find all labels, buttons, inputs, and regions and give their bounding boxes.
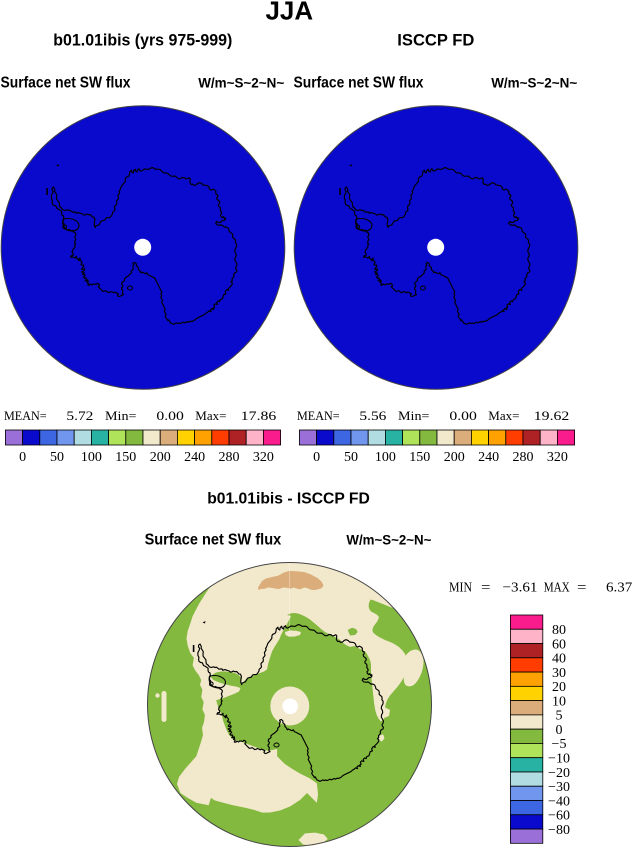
svg-text:Surface net SW flux: Surface net SW flux (294, 75, 424, 92)
svg-text:−30: −30 (548, 780, 570, 795)
svg-text:Max=: Max= (488, 409, 519, 423)
svg-text:MAX: MAX (544, 581, 570, 596)
svg-text:b01.01ibis - ISCCP FD: b01.01ibis - ISCCP FD (207, 491, 370, 508)
svg-text:20: 20 (552, 680, 566, 695)
svg-text:280: 280 (219, 450, 240, 465)
svg-text:b01.01ibis (yrs 975-999): b01.01ibis (yrs 975-999) (53, 31, 232, 50)
svg-text:5: 5 (556, 709, 563, 724)
svg-text:10: 10 (552, 694, 566, 709)
svg-text:Surface net SW flux: Surface net SW flux (1, 75, 131, 92)
svg-text:−10: −10 (548, 752, 570, 767)
svg-text:−3.61: −3.61 (503, 581, 538, 596)
svg-text:Max=: Max= (195, 409, 226, 423)
svg-text:=: = (481, 581, 491, 596)
svg-text:240: 240 (478, 450, 499, 465)
svg-text:200: 200 (444, 450, 465, 465)
svg-text:JJA: JJA (266, 0, 314, 26)
svg-text:−80: −80 (548, 823, 570, 838)
svg-text:Surface net SW flux: Surface net SW flux (145, 532, 282, 549)
svg-text:80: 80 (552, 623, 566, 638)
svg-text:0.00: 0.00 (156, 409, 184, 423)
svg-text:30: 30 (552, 666, 566, 681)
svg-text:−40: −40 (548, 794, 570, 809)
svg-text:320: 320 (547, 450, 568, 465)
svg-text:240: 240 (184, 450, 205, 465)
svg-text:40: 40 (552, 652, 566, 667)
svg-text:W/m~S~2~N~: W/m~S~2~N~ (346, 532, 431, 548)
svg-text:W/m~S~2~N~: W/m~S~2~N~ (491, 75, 577, 91)
svg-text:0.00: 0.00 (449, 409, 477, 423)
svg-text:0: 0 (556, 723, 563, 738)
svg-text:50: 50 (344, 450, 358, 465)
svg-text:Min=: Min= (105, 409, 137, 423)
svg-text:MIN: MIN (449, 581, 472, 596)
svg-text:200: 200 (150, 450, 171, 465)
svg-text:−60: −60 (548, 809, 570, 824)
svg-text:5.56: 5.56 (359, 409, 386, 423)
svg-text:6.37: 6.37 (606, 581, 632, 596)
svg-text:Min=: Min= (398, 409, 430, 423)
svg-text:ISCCP FD: ISCCP FD (397, 31, 474, 50)
svg-text:MEAN=: MEAN= (4, 409, 47, 423)
svg-text:−20: −20 (548, 766, 570, 781)
svg-text:320: 320 (253, 450, 274, 465)
svg-text:−5: −5 (552, 737, 567, 752)
svg-text:W/m~S~2~N~: W/m~S~2~N~ (198, 75, 284, 91)
svg-text:19.62: 19.62 (534, 409, 570, 423)
svg-text:60: 60 (552, 637, 566, 652)
svg-text:150: 150 (115, 450, 136, 465)
svg-text:150: 150 (409, 450, 430, 465)
svg-text:100: 100 (81, 450, 102, 465)
svg-text:=: = (577, 581, 587, 596)
svg-text:17.86: 17.86 (241, 409, 276, 423)
svg-text:280: 280 (513, 450, 534, 465)
svg-text:50: 50 (50, 450, 64, 465)
svg-text:MEAN=: MEAN= (297, 409, 340, 423)
svg-text:5.72: 5.72 (66, 409, 93, 423)
svg-text:100: 100 (375, 450, 396, 465)
svg-text:0: 0 (313, 450, 320, 465)
svg-text:0: 0 (19, 450, 26, 465)
